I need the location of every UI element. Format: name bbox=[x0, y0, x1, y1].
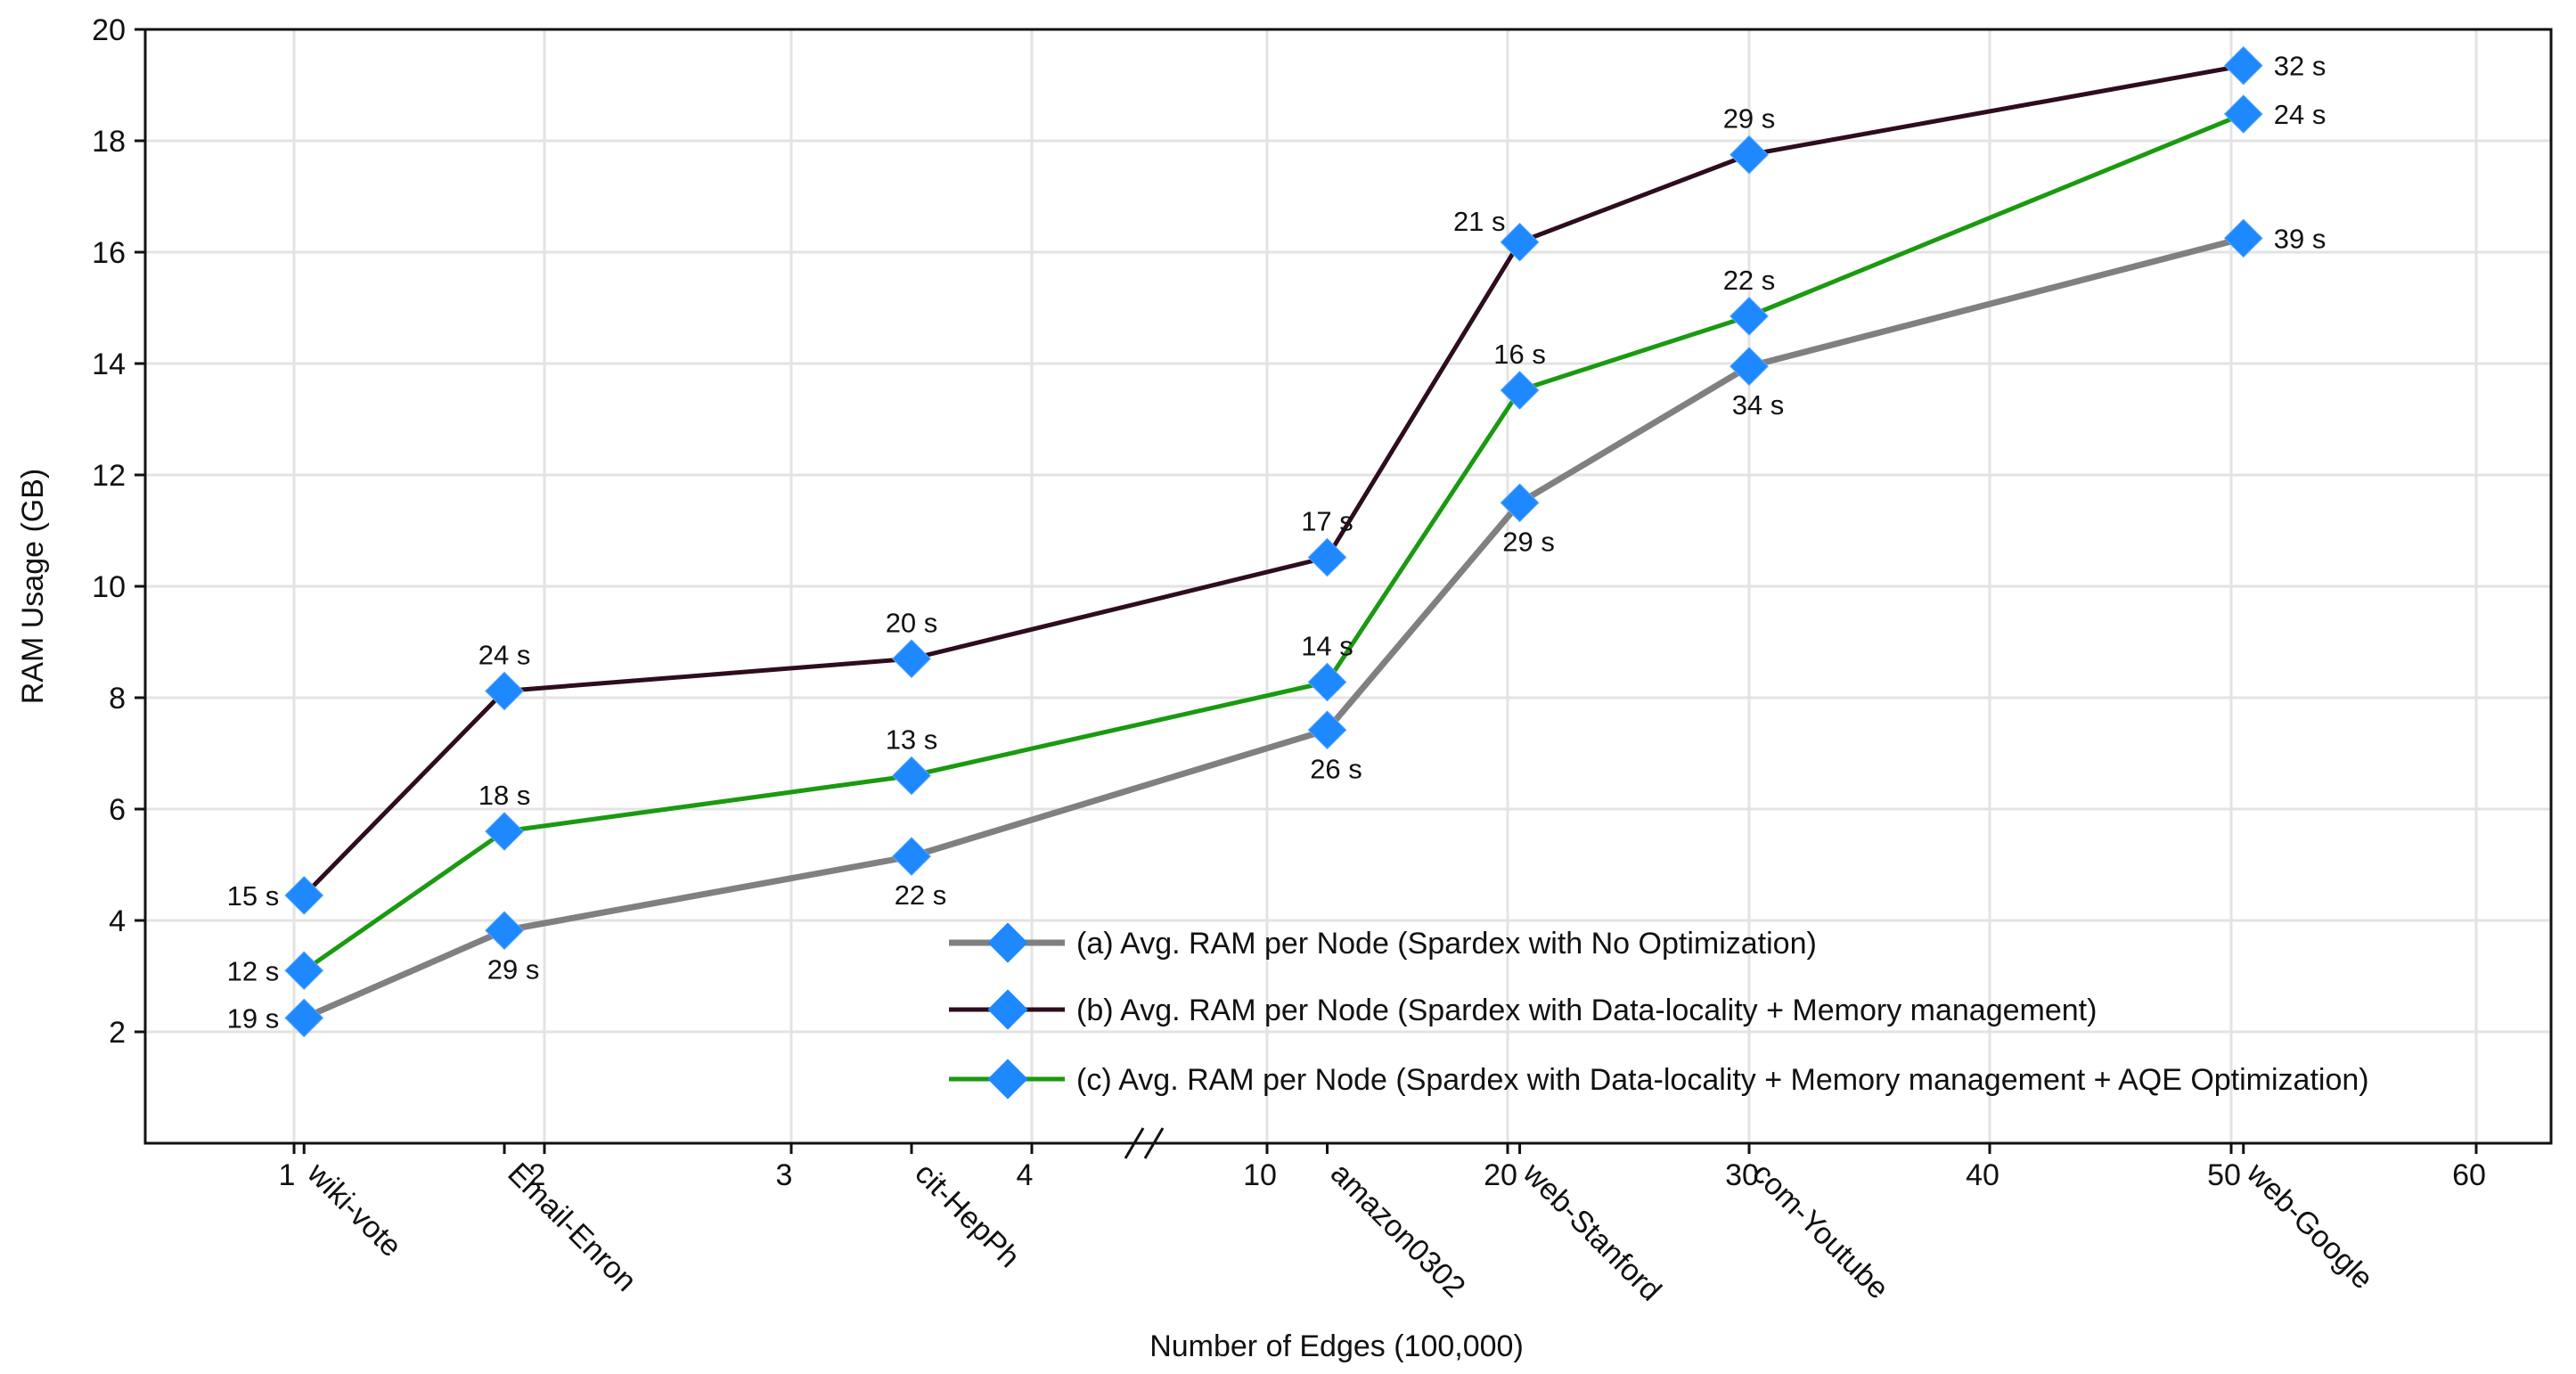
axis-break-mark bbox=[1124, 1127, 1165, 1159]
category-label: com-Youtube bbox=[1746, 1157, 1895, 1306]
data-point-marker bbox=[1500, 222, 1540, 262]
data-point-marker bbox=[2223, 94, 2263, 134]
x-tick-label: 10 bbox=[1243, 1158, 1277, 1192]
y-tick-label: 10 bbox=[92, 570, 126, 604]
y-tick-label: 14 bbox=[92, 348, 126, 381]
data-point-marker bbox=[1730, 347, 1769, 387]
grid-lines bbox=[145, 29, 2551, 1143]
x-axis-title: Number of Edges (100,000) bbox=[1149, 1329, 1524, 1363]
category-label: Email-Enron bbox=[501, 1157, 642, 1298]
y-tick-label: 16 bbox=[92, 236, 126, 270]
data-label: 17 s bbox=[1301, 506, 1353, 537]
data-point-marker bbox=[284, 998, 324, 1038]
x-axis-ticks: 1 2 3 4 10 20 30 40 50 60 bbox=[279, 1143, 2486, 1192]
data-label: 22 s bbox=[895, 879, 947, 911]
data-label: 18 s bbox=[478, 780, 531, 811]
data-label: 29 s bbox=[1502, 526, 1555, 557]
legend-swatch-marker bbox=[987, 922, 1028, 963]
data-label: 22 s bbox=[1723, 265, 1776, 296]
series-line bbox=[301, 111, 2246, 973]
data-point-marker bbox=[284, 875, 324, 915]
y-axis-ticks: 2 4 6 8 10 12 14 16 18 20 bbox=[92, 13, 145, 1050]
data-label: 12 s bbox=[227, 955, 280, 986]
data-series: 19 s 29 s 22 s 26 s 29 s 34 s 39 s 12 s 18 s 13 s… bbox=[227, 45, 2327, 1038]
data-point-marker bbox=[1730, 296, 1769, 336]
category-label: cit-HepPh bbox=[908, 1157, 1026, 1274]
series-line bbox=[301, 63, 2246, 898]
y-tick-label: 20 bbox=[92, 13, 126, 47]
data-label: 32 s bbox=[2274, 51, 2327, 82]
data-point-marker bbox=[1730, 135, 1769, 175]
x-tick-label: 50 bbox=[2207, 1158, 2241, 1192]
data-label: 39 s bbox=[2274, 223, 2327, 254]
x-tick-label: 60 bbox=[2452, 1158, 2486, 1192]
legend-entry-label: (c) Avg. RAM per Node (Spardex with Data… bbox=[1076, 1063, 2369, 1097]
y-tick-label: 6 bbox=[109, 793, 126, 827]
y-tick-label: 12 bbox=[92, 459, 126, 493]
y-tick-label: 4 bbox=[109, 904, 126, 938]
data-point-marker bbox=[892, 639, 931, 679]
data-label: 29 s bbox=[1723, 103, 1776, 135]
legend-swatch-marker bbox=[987, 1059, 1028, 1100]
x-tick-label: 3 bbox=[776, 1158, 793, 1192]
y-tick-label: 18 bbox=[92, 125, 126, 159]
y-tick-label: 2 bbox=[109, 1016, 126, 1050]
data-label: 24 s bbox=[2274, 99, 2327, 130]
data-point-marker bbox=[2223, 218, 2263, 258]
data-point-marker bbox=[1307, 710, 1347, 750]
data-point-marker bbox=[892, 837, 931, 877]
data-label: 13 s bbox=[886, 724, 938, 756]
legend-entry-label: (a) Avg. RAM per Node (Spardex with No O… bbox=[1076, 927, 1817, 961]
data-label: 24 s bbox=[478, 640, 531, 671]
data-label: 16 s bbox=[1493, 339, 1546, 370]
data-label: 15 s bbox=[227, 880, 280, 912]
x-axis-category-labels: wiki-vote Email-Enron cit-HepPh amazon0302 w… bbox=[300, 1143, 2380, 1308]
data-label: 19 s bbox=[227, 1002, 280, 1034]
category-label: amazon0302 bbox=[1324, 1157, 1472, 1304]
data-label: 29 s bbox=[487, 953, 540, 985]
data-label: 20 s bbox=[886, 607, 938, 638]
data-point-marker bbox=[1307, 537, 1347, 577]
data-label: 26 s bbox=[1310, 753, 1362, 784]
data-label: 34 s bbox=[1732, 389, 1785, 421]
data-point-marker bbox=[284, 951, 324, 991]
legend-swatch-marker bbox=[987, 989, 1028, 1030]
series-line bbox=[300, 234, 2247, 1021]
category-label: wiki-vote bbox=[300, 1156, 408, 1264]
data-point-marker bbox=[485, 671, 524, 711]
x-tick-label: 30 bbox=[1725, 1158, 1759, 1192]
x-tick-label: 40 bbox=[1966, 1158, 1999, 1192]
data-label: 14 s bbox=[1301, 631, 1353, 662]
data-point-marker bbox=[1500, 483, 1540, 523]
legend-entry-label: (b) Avg. RAM per Node (Spardex with Data… bbox=[1076, 994, 2097, 1027]
data-point-marker bbox=[2223, 45, 2263, 86]
x-tick-label: 1 bbox=[279, 1158, 296, 1192]
y-axis-title: RAM Usage (GB) bbox=[16, 469, 50, 705]
data-label: 21 s bbox=[1453, 206, 1506, 237]
data-point-marker bbox=[485, 911, 524, 951]
x-tick-label: 2 bbox=[529, 1158, 546, 1192]
x-tick-label: 20 bbox=[1484, 1158, 1517, 1192]
x-tick-label: 4 bbox=[1017, 1158, 1034, 1192]
data-point-marker bbox=[485, 812, 524, 851]
category-label: web-Google bbox=[2239, 1156, 2379, 1296]
data-point-marker bbox=[1307, 662, 1347, 702]
y-tick-label: 8 bbox=[109, 682, 126, 716]
legend: (a) Avg. RAM per Node (Spardex with No O… bbox=[949, 922, 2369, 1100]
data-point-marker bbox=[1500, 371, 1540, 410]
data-point-marker bbox=[892, 756, 931, 796]
category-label: web-Stanford bbox=[1516, 1156, 1668, 1308]
